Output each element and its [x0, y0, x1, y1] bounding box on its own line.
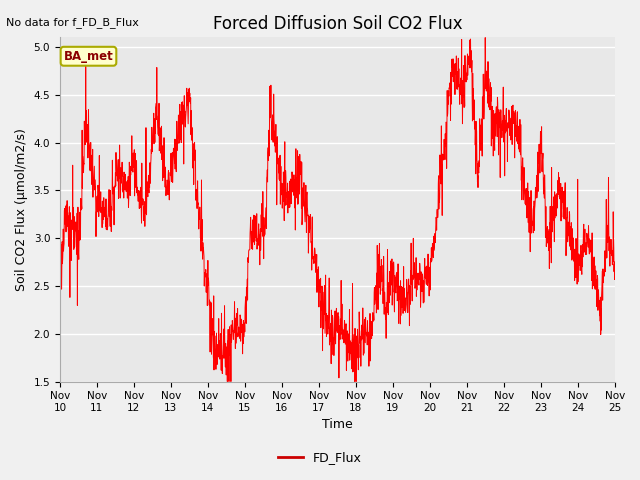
Title: Forced Diffusion Soil CO2 Flux: Forced Diffusion Soil CO2 Flux [212, 15, 462, 33]
Legend: FD_Flux: FD_Flux [273, 446, 367, 469]
X-axis label: Time: Time [322, 419, 353, 432]
Text: BA_met: BA_met [63, 50, 113, 63]
Y-axis label: Soil CO2 Flux (μmol/m2/s): Soil CO2 Flux (μmol/m2/s) [15, 128, 28, 291]
Text: No data for f_FD_B_Flux: No data for f_FD_B_Flux [6, 17, 140, 28]
